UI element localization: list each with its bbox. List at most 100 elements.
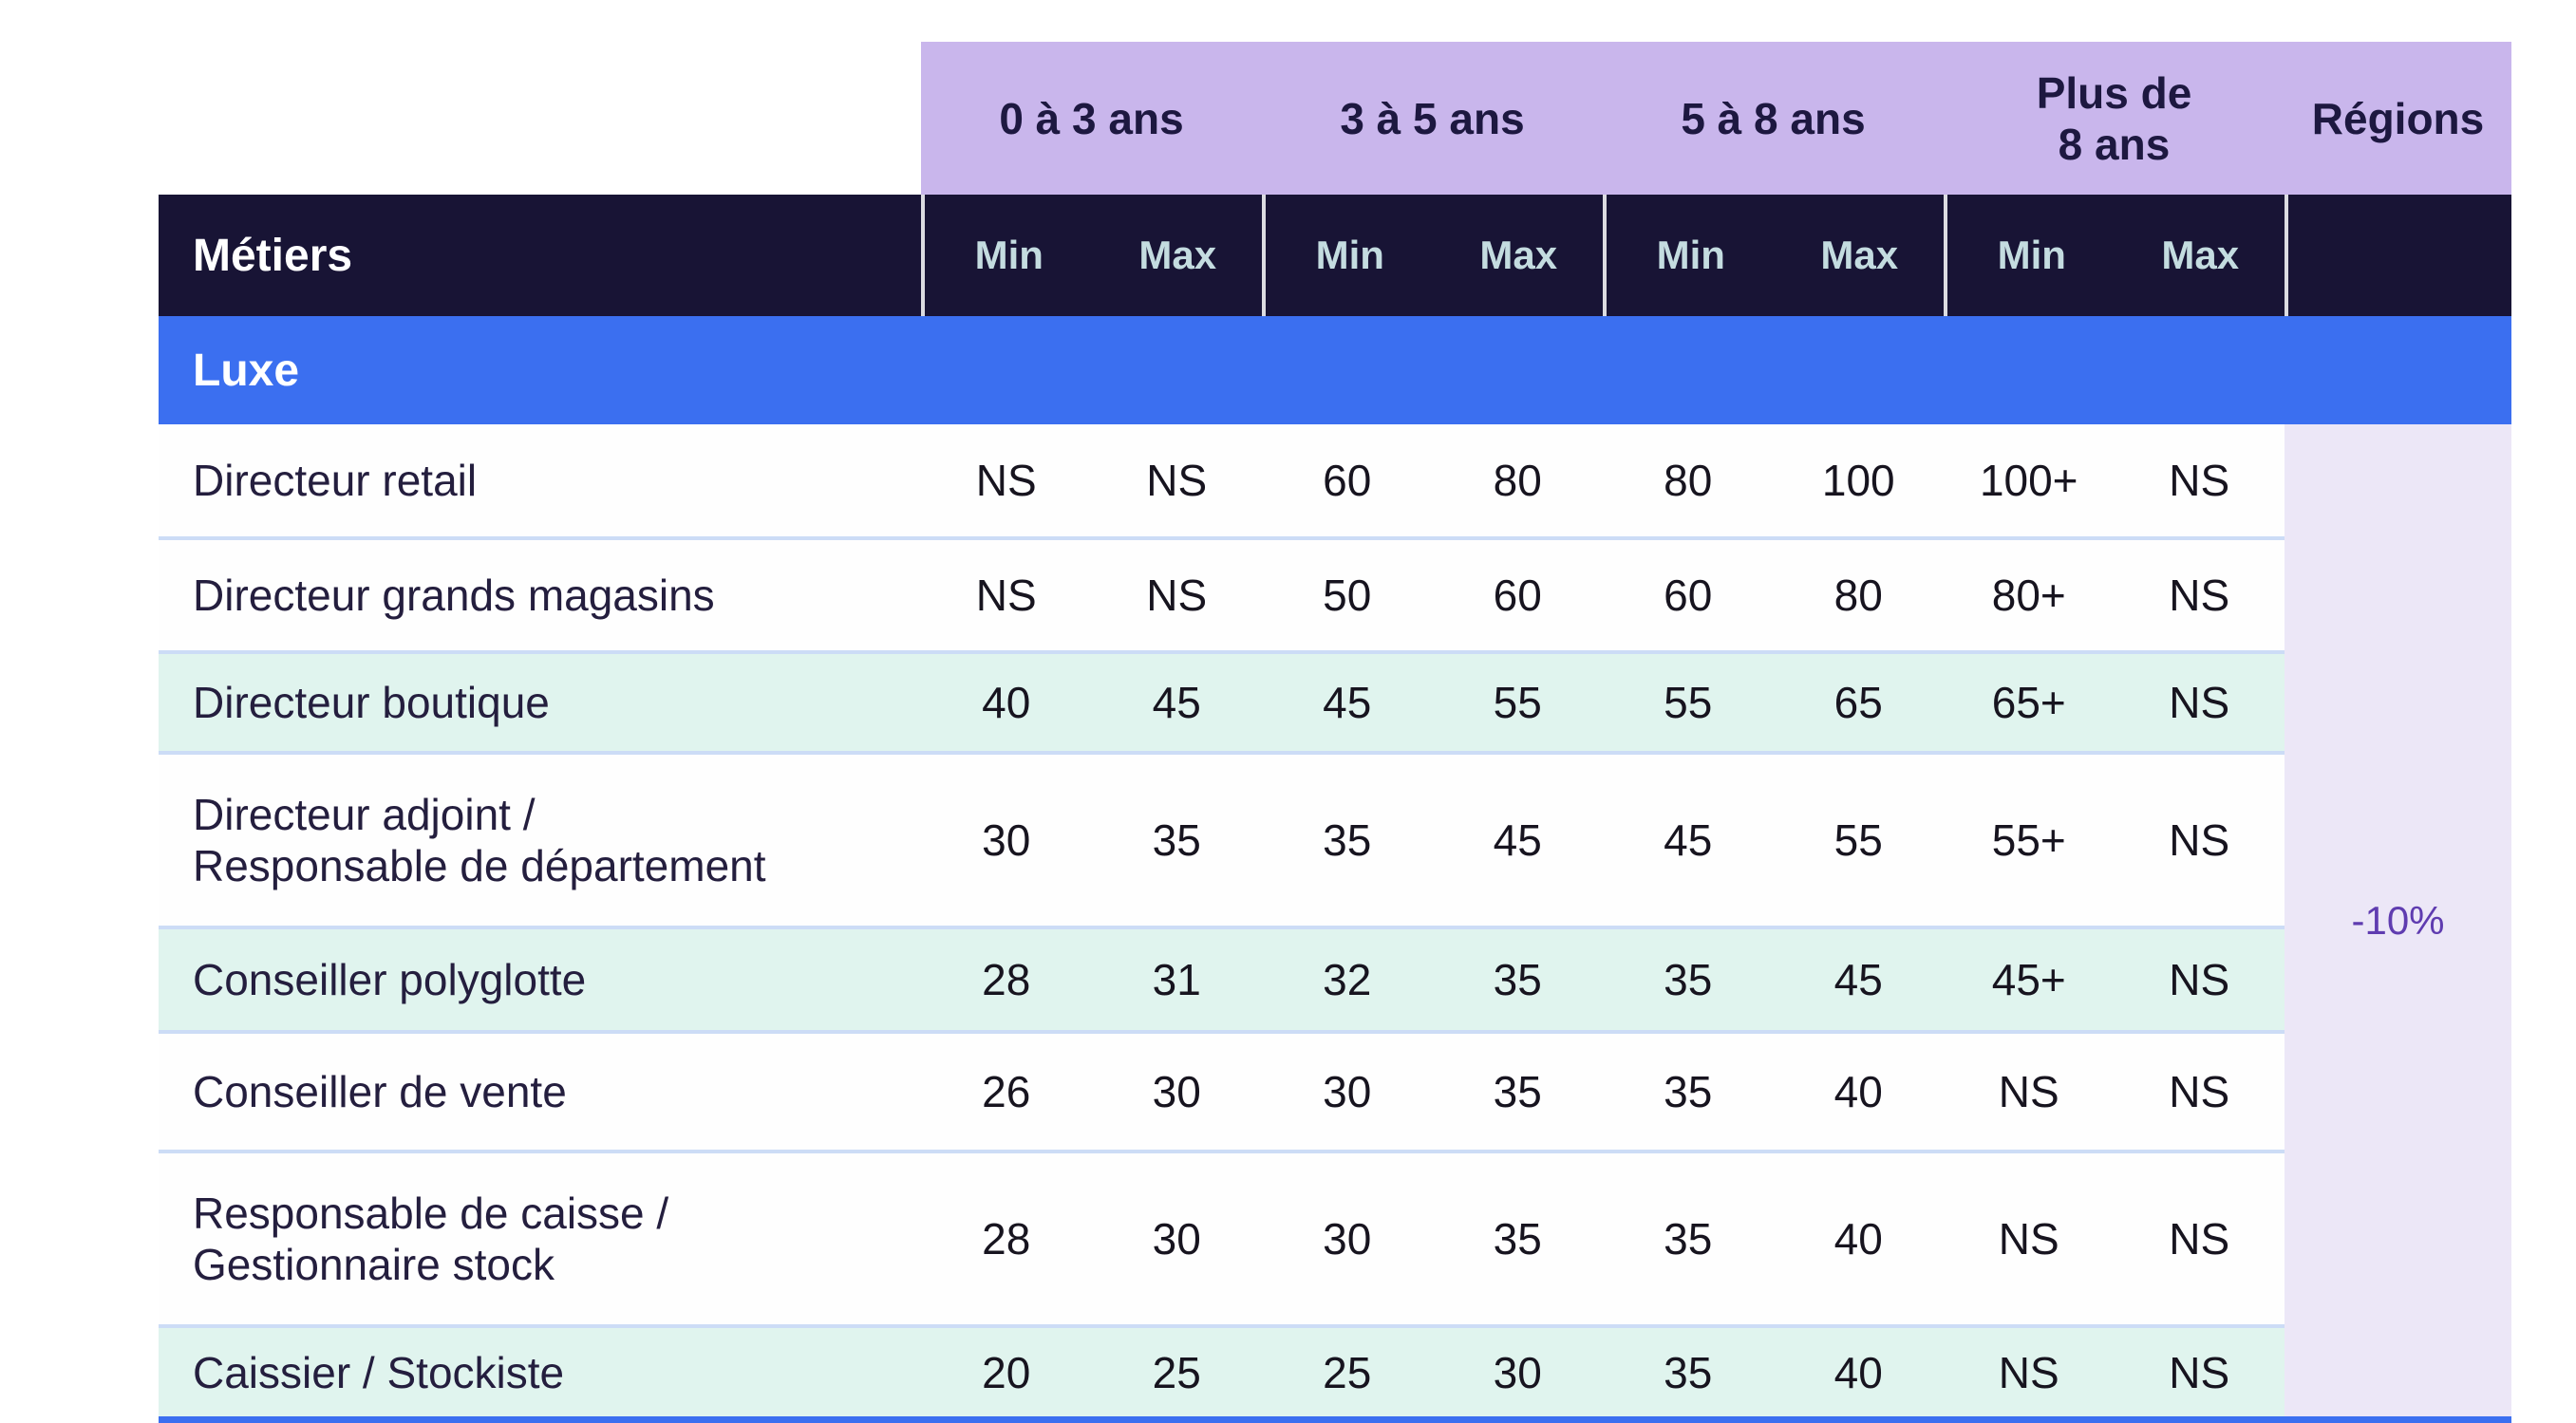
salary-cell: 45 <box>1664 815 1713 865</box>
minmax-group-4: Min Max <box>1944 195 2285 316</box>
job-label: Caissier / Stockiste <box>193 1347 565 1397</box>
salary-cell: 32 <box>1323 955 1372 1004</box>
job-label: Directeur adjoint / Responsable de dépar… <box>193 790 766 890</box>
section-row-luxe: Luxe <box>159 316 2511 424</box>
experience-header-8-plus: Plus de 8 ans <box>2036 67 2192 169</box>
salary-cell: 35 <box>1152 815 1201 865</box>
job-rows: Directeur retail NS NS 60 80 80 100 100+ NS Direc… <box>159 424 2285 1416</box>
max-header: Max <box>2161 233 2240 277</box>
salary-cell: 35 <box>1664 1347 1713 1397</box>
table-row: Directeur adjoint / Responsable de dépar… <box>159 751 2285 926</box>
table-row: Directeur grands magasins NS NS 50 60 60 80 80+… <box>159 536 2285 650</box>
salary-cell: 20 <box>982 1347 1031 1397</box>
salary-cell: 25 <box>1323 1347 1372 1397</box>
minmax-group-3: Min Max <box>1603 195 1944 316</box>
job-label: Directeur retail <box>193 456 478 505</box>
salary-cell: NS <box>2169 571 2230 620</box>
salary-cell: NS <box>1146 571 1208 620</box>
salary-cell: 31 <box>1152 955 1201 1004</box>
salary-cell: 60 <box>1323 456 1372 505</box>
salary-cell: 25 <box>1152 1347 1201 1397</box>
salary-cell: NS <box>975 571 1037 620</box>
salary-cell: 35 <box>1493 1214 1542 1264</box>
salary-cell: 30 <box>1493 1347 1542 1397</box>
job-label: Conseiller de vente <box>193 1067 567 1116</box>
table-row: Directeur boutique 40 45 45 55 55 65 65+ NS <box>159 650 2285 751</box>
salary-table: 0 à 3 ans 3 à 5 ans 5 à 8 ans Plus de 8 … <box>159 42 2511 1423</box>
salary-cell: 55 <box>1833 815 1883 865</box>
salary-cell: 55 <box>1493 678 1542 727</box>
salary-cell: NS <box>2169 678 2230 727</box>
salary-cell: 55+ <box>1991 815 2066 865</box>
salary-cell: 35 <box>1493 1067 1542 1116</box>
salary-cell: 40 <box>982 678 1031 727</box>
table-row: Conseiller polyglotte 28 31 32 35 35 45 45+ NS <box>159 926 2285 1030</box>
table-body: Directeur retail NS NS 60 80 80 100 100+ NS Direc… <box>159 424 2511 1416</box>
salary-cell: 80+ <box>1991 571 2066 620</box>
salary-cell: 55 <box>1664 678 1713 727</box>
salary-cell: 35 <box>1664 955 1713 1004</box>
salary-cell: 80 <box>1664 456 1713 505</box>
metiers-header: Métiers <box>193 230 353 281</box>
salary-cell: NS <box>1998 1214 2059 1264</box>
salary-cell: 45 <box>1493 815 1542 865</box>
salary-cell: 28 <box>982 1214 1031 1264</box>
minmax-group-2: Min Max <box>1262 195 1603 316</box>
table-row: Caissier / Stockiste 20 25 25 30 35 40 NS NS <box>159 1324 2285 1416</box>
regions-header: Régions <box>2311 93 2485 143</box>
salary-cell: 100+ <box>1979 456 2078 505</box>
salary-cell: 45 <box>1833 955 1883 1004</box>
experience-header-band: 0 à 3 ans 3 à 5 ans 5 à 8 ans Plus de 8 … <box>921 42 2511 195</box>
salary-cell: NS <box>1998 1067 2059 1116</box>
max-header: Max <box>1820 233 1899 277</box>
table-row: Conseiller de vente 26 30 30 35 35 40 NS NS <box>159 1030 2285 1150</box>
salary-cell: 28 <box>982 955 1031 1004</box>
salary-cell: NS <box>2169 815 2230 865</box>
job-label: Conseiller polyglotte <box>193 955 587 1004</box>
salary-cell: NS <box>2169 1347 2230 1397</box>
table-row: Directeur retail NS NS 60 80 80 100 100+ NS <box>159 424 2285 536</box>
salary-cell: 60 <box>1493 571 1542 620</box>
min-header: Min <box>1997 233 2066 277</box>
salary-cell: 30 <box>1152 1067 1201 1116</box>
salary-cell: 30 <box>982 815 1031 865</box>
salary-cell: 26 <box>982 1067 1031 1116</box>
salary-cell: NS <box>975 456 1037 505</box>
regions-adjustment-cell: -10% <box>2285 424 2511 1416</box>
experience-header-0-3: 0 à 3 ans <box>999 93 1184 143</box>
min-header: Min <box>1656 233 1725 277</box>
regions-header-spacer <box>2285 195 2511 316</box>
salary-cell: NS <box>2169 1067 2230 1116</box>
salary-cell: NS <box>1146 456 1208 505</box>
salary-cell: 80 <box>1833 571 1883 620</box>
minmax-group-1: Min Max <box>921 195 1262 316</box>
salary-cell: NS <box>2169 456 2230 505</box>
experience-header-5-8: 5 à 8 ans <box>1681 93 1866 143</box>
table-bottom-border <box>159 1416 2511 1423</box>
table-row: Responsable de caisse / Gestionnaire sto… <box>159 1150 2285 1324</box>
salary-cell: 35 <box>1664 1214 1713 1264</box>
min-header: Min <box>974 233 1044 277</box>
salary-cell: NS <box>1998 1347 2059 1397</box>
salary-cell: NS <box>2169 955 2230 1004</box>
min-header: Min <box>1315 233 1384 277</box>
salary-cell: 40 <box>1833 1347 1883 1397</box>
salary-cell: 40 <box>1833 1214 1883 1264</box>
salary-cell: 30 <box>1323 1214 1372 1264</box>
column-header-row: Métiers Min Max Min Max Min Max Min Max <box>159 195 2511 316</box>
salary-cell: 65+ <box>1991 678 2066 727</box>
salary-cell: 60 <box>1664 571 1713 620</box>
experience-header-3-5: 3 à 5 ans <box>1340 93 1525 143</box>
job-label: Responsable de caisse / Gestionnaire sto… <box>193 1189 669 1289</box>
salary-cell: 45 <box>1152 678 1201 727</box>
salary-cell: 65 <box>1833 678 1883 727</box>
max-header: Max <box>1138 233 1217 277</box>
salary-cell: 35 <box>1323 815 1372 865</box>
salary-cell: 45+ <box>1991 955 2066 1004</box>
salary-cell: 30 <box>1152 1214 1201 1264</box>
max-header: Max <box>1479 233 1558 277</box>
salary-cell: 45 <box>1323 678 1372 727</box>
job-label: Directeur boutique <box>193 678 550 727</box>
salary-cell: 35 <box>1664 1067 1713 1116</box>
